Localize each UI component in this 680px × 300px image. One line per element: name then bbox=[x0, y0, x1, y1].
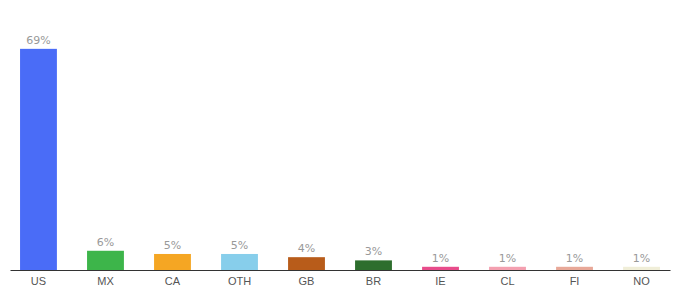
x-tick: US bbox=[31, 275, 46, 287]
x-tick: MX bbox=[97, 275, 114, 287]
data-label: 69% bbox=[26, 34, 50, 47]
x-axis-line bbox=[11, 270, 671, 271]
plot: US MX CA OTH GB BR IE CL FI NO 69% 6% 5% 5% 4% 3% 1% 1% 1%… bbox=[11, 34, 671, 287]
x-tick: CA bbox=[165, 275, 181, 287]
x-tick-label: GB bbox=[299, 275, 315, 287]
data-label: 1% bbox=[432, 252, 449, 265]
data-label: 1% bbox=[566, 252, 583, 265]
x-axis: US MX CA OTH GB BR IE CL FI NO bbox=[11, 271, 671, 287]
data-label: 5% bbox=[164, 239, 181, 252]
data-label: 3% bbox=[365, 245, 382, 258]
x-tick-label: MX bbox=[97, 275, 114, 287]
bar bbox=[355, 260, 392, 270]
bar bbox=[154, 254, 191, 270]
bar bbox=[422, 267, 459, 270]
data-label: 1% bbox=[499, 252, 516, 265]
x-tick-label: CA bbox=[165, 275, 181, 287]
x-tick-label: OTH bbox=[228, 275, 251, 287]
x-tick-label: CL bbox=[500, 275, 514, 287]
data-labels: 69% 6% 5% 5% 4% 3% 1% 1% 1% 1% bbox=[26, 34, 650, 265]
data-label: 5% bbox=[231, 239, 248, 252]
data-label: 4% bbox=[298, 242, 315, 255]
bars bbox=[20, 49, 660, 270]
bar bbox=[221, 254, 258, 270]
x-tick-label: FI bbox=[570, 275, 580, 287]
x-tick: IE bbox=[435, 275, 445, 287]
bar bbox=[623, 267, 660, 270]
bar bbox=[489, 267, 526, 270]
x-tick: OTH bbox=[228, 275, 251, 287]
x-tick: FI bbox=[570, 275, 580, 287]
x-tick: NO bbox=[633, 275, 650, 287]
bar bbox=[87, 251, 124, 270]
x-tick-label: BR bbox=[366, 275, 381, 287]
chart-svg: US MX CA OTH GB BR IE CL FI NO 69% 6% 5% 5% 4% 3% 1% 1% 1%… bbox=[0, 0, 680, 300]
x-tick: CL bbox=[500, 275, 514, 287]
data-label: 1% bbox=[633, 252, 650, 265]
x-tick-label: IE bbox=[435, 275, 445, 287]
bar bbox=[288, 257, 325, 270]
x-tick: GB bbox=[299, 275, 315, 287]
x-tick: BR bbox=[366, 275, 381, 287]
x-tick-label: NO bbox=[633, 275, 650, 287]
chart-container: US MX CA OTH GB BR IE CL FI NO 69% 6% 5% 5% 4% 3% 1% 1% 1%… bbox=[0, 0, 680, 300]
x-tick-label: US bbox=[31, 275, 46, 287]
bar bbox=[556, 267, 593, 270]
data-label: 6% bbox=[97, 236, 114, 249]
bar bbox=[20, 49, 57, 270]
